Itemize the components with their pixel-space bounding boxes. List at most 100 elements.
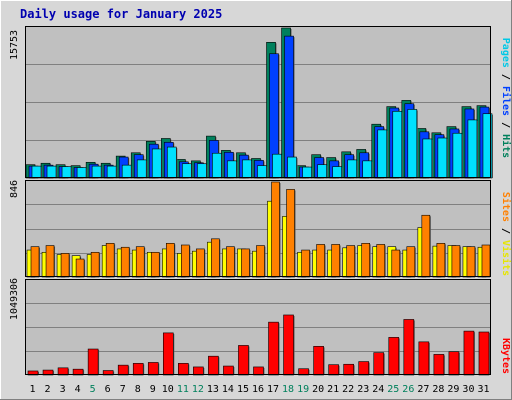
bar-sites-day-7: [120, 246, 130, 278]
legend-hits: Hits: [500, 134, 512, 158]
day-label-11: 11: [177, 384, 189, 395]
bar-sites-day-12: [196, 248, 205, 278]
bar-pages-day-11: [182, 163, 192, 179]
legend-visits: Visits: [500, 240, 512, 276]
bar-kbytes-day-23: [358, 361, 370, 376]
bar-kbytes-day-31: [478, 331, 490, 376]
bar-sites-day-24: [376, 244, 386, 278]
bar-sites-day-15: [241, 248, 250, 278]
bar-kbytes-day-16: [253, 366, 264, 376]
day-label-21: 21: [327, 384, 339, 395]
bar-pages-day-21: [332, 166, 342, 179]
visits-plot-border: [25, 180, 491, 277]
bar-kbytes-day-8: [132, 363, 144, 376]
bar-pages-day-6: [106, 165, 117, 179]
bar-sites-day-6: [105, 243, 115, 278]
bar-pages-day-20: [317, 164, 327, 179]
bar-sites-day-11: [181, 244, 190, 278]
bar-sites-day-21: [331, 244, 340, 278]
bar-sites-day-8: [135, 246, 145, 278]
day-label-15: 15: [237, 384, 249, 395]
bar-sites-day-22: [346, 245, 355, 278]
bar-pages-day-24: [377, 129, 388, 179]
bar-pages-day-1: [31, 165, 42, 179]
day-label-22: 22: [342, 384, 354, 395]
bar-files-day-18: [284, 35, 294, 179]
visits-max-label: 846: [9, 180, 20, 198]
day-label-14: 14: [222, 384, 234, 395]
bar-pages-day-29: [452, 132, 463, 179]
bar-pages-day-18: [287, 156, 297, 179]
day-label-23: 23: [357, 384, 369, 395]
bar-pages-day-23: [362, 160, 373, 179]
bar-kbytes-day-30: [463, 330, 475, 376]
kbytes-max-label: 1049306: [9, 278, 20, 320]
bar-sites-day-28: [436, 243, 446, 278]
bar-pages-day-8: [136, 159, 147, 179]
bar-kbytes-day-24: [373, 352, 385, 376]
hits-plot-border: [25, 26, 491, 178]
bar-sites-day-13: [211, 238, 220, 278]
bar-kbytes-day-28: [433, 354, 445, 376]
bar-sites-day-29: [451, 245, 461, 278]
bar-pages-day-9: [151, 148, 162, 179]
bar-pages-day-28: [437, 137, 448, 179]
bar-pages-day-22: [347, 159, 357, 179]
bar-kbytes-day-14: [223, 365, 234, 376]
bar-sites-day-31: [481, 244, 491, 278]
day-labels: 1 2 3 4 5 6 7 8 9 10 11 12 13 14 15 16 17 18 19 20 21 22 23 24 2…: [30, 384, 490, 395]
day-label-20: 20: [312, 384, 324, 395]
bar-kbytes-day-27: [418, 341, 430, 376]
day-label-4: 4: [75, 384, 81, 395]
bar-pages-day-13: [212, 152, 222, 179]
bar-pages-day-30: [467, 119, 478, 179]
day-label-10: 10: [162, 384, 174, 395]
bar-kbytes-day-29: [448, 351, 460, 376]
bar-pages-day-2: [46, 165, 57, 179]
bar-kbytes-day-3: [57, 367, 69, 376]
bar-kbytes-day-12: [193, 366, 204, 376]
bar-pages-day-27: [422, 138, 433, 179]
bar-sites-day-18: [286, 189, 295, 278]
bar-sites-day-14: [226, 246, 235, 278]
bar-sites-day-19: [301, 249, 310, 278]
bar-sites-day-20: [316, 244, 325, 278]
legend-kbytes: KBytes: [500, 338, 511, 374]
day-label-7: 7: [120, 384, 126, 395]
kbytes-panel: [25, 279, 491, 376]
bar-pages-day-26: [407, 109, 418, 179]
day-label-5: 5: [90, 384, 96, 395]
sites-visits-panel: [25, 180, 491, 278]
bar-kbytes-day-25: [388, 337, 400, 376]
bar-sites-day-2: [45, 245, 55, 278]
day-label-18: 18: [282, 384, 294, 395]
day-label-13: 13: [207, 384, 219, 395]
bar-sites-day-17: [271, 181, 280, 278]
bar-pages-day-5: [91, 165, 102, 179]
day-label-8: 8: [135, 384, 141, 395]
bar-pages-day-7: [121, 164, 132, 179]
day-label-19: 19: [297, 384, 309, 395]
day-label-25: 25: [387, 384, 399, 395]
day-label-26: 26: [402, 384, 414, 395]
bar-kbytes-day-26: [403, 319, 415, 376]
legend-pages: Pages: [500, 38, 511, 68]
bar-sites-day-3: [60, 253, 70, 278]
legend-sites: Sites: [500, 192, 512, 222]
bar-pages-day-15: [242, 159, 252, 179]
day-label-1: 1: [30, 384, 36, 395]
bar-sites-day-26: [406, 246, 416, 278]
bar-sites-day-23: [361, 243, 371, 278]
day-label-24: 24: [372, 384, 384, 395]
bar-kbytes-day-7: [117, 364, 129, 376]
bar-pages-day-17: [272, 153, 282, 179]
bar-sites-day-5: [90, 251, 100, 278]
day-label-2: 2: [45, 384, 51, 395]
bar-sites-day-1: [30, 246, 40, 278]
day-label-17: 17: [267, 384, 279, 395]
bar-kbytes-day-11: [178, 363, 189, 376]
hits-files-pages-panel: [25, 26, 493, 179]
bar-sites-day-27: [421, 214, 431, 278]
bar-sites-day-10: [165, 243, 175, 278]
